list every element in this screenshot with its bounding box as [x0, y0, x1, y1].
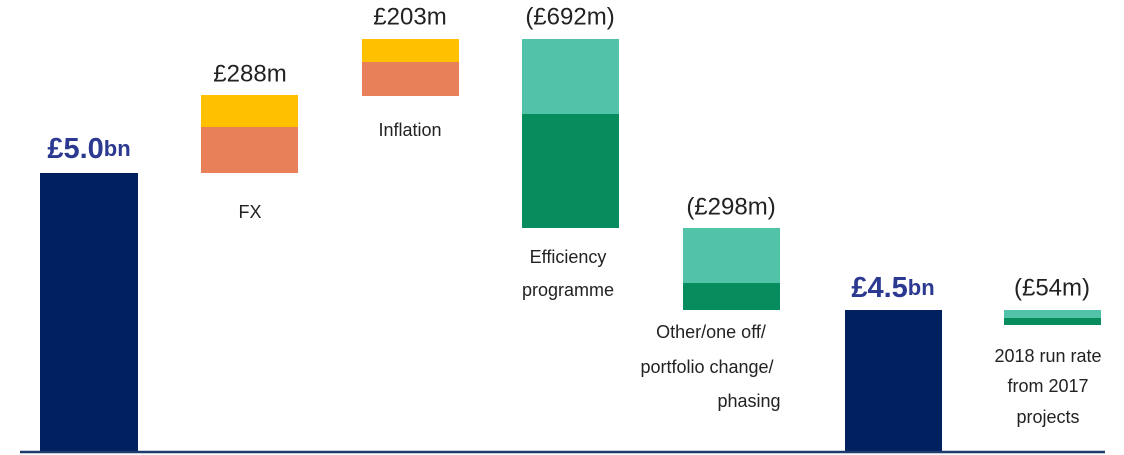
total-bar: [40, 173, 138, 452]
bar-segment: [201, 127, 298, 173]
value-label: (£692m): [525, 3, 614, 30]
category-label: projects: [1016, 407, 1079, 427]
value-label: (£54m): [1014, 274, 1090, 301]
value-label: £203m: [373, 3, 446, 30]
total-label: £4.5bn: [851, 272, 934, 304]
category-label: programme: [522, 280, 614, 300]
value-label: (£298m): [686, 193, 775, 220]
bar-segment: [683, 283, 780, 310]
total-label: £5.0bn: [47, 133, 130, 165]
bar-segment: [683, 228, 780, 283]
bar-segment: [201, 95, 298, 127]
category-label: 2018 run rate: [994, 346, 1101, 366]
bar-segment: [362, 62, 459, 96]
category-label: from 2017: [1007, 376, 1088, 396]
bar-segment: [522, 114, 619, 228]
category-label: Efficiency: [530, 247, 607, 267]
value-label: £288m: [213, 60, 286, 87]
category-label: FX: [238, 202, 261, 222]
category-label: Other/one off/: [656, 322, 766, 342]
category-label: portfolio change/: [640, 357, 773, 377]
bar-segment: [522, 39, 619, 114]
category-label: Inflation: [378, 120, 441, 140]
total-bar: [845, 310, 942, 452]
bar-segment: [1004, 310, 1101, 318]
bar-segment: [362, 39, 459, 62]
bar-segment: [1004, 318, 1101, 325]
category-label: phasing: [717, 391, 780, 411]
